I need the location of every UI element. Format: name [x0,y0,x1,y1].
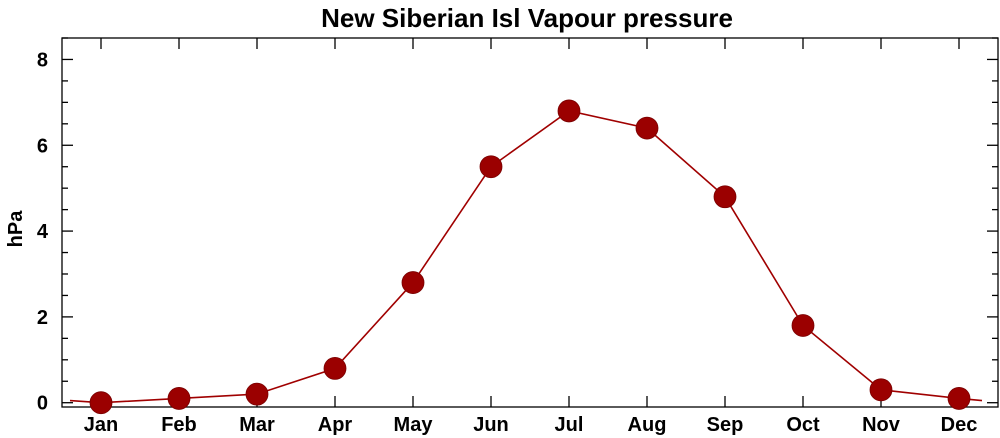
data-series [69,99,983,415]
y-axis-label: hPa [5,210,27,248]
x-tick-label: Mar [239,414,275,436]
x-tick-label: Jun [473,414,509,436]
data-point [635,116,659,140]
data-point [947,387,971,410]
x-tick-label: Dec [941,414,978,436]
data-point [89,391,113,415]
axis-ticks [62,37,998,407]
chart-title: New Siberian Isl Vapour pressure [321,3,733,33]
data-point [557,99,581,123]
x-tick-label: Aug [628,414,667,436]
x-tick-label: May [394,414,434,436]
x-tick-label: Jan [84,414,118,436]
x-tick-label: Sep [707,414,744,436]
x-tick-label: Oct [786,414,820,436]
plot-frame [61,37,999,408]
data-point [245,382,269,406]
y-tick-label: 0 [37,393,48,415]
data-point [479,155,503,179]
data-point [791,314,815,337]
data-point [167,387,191,410]
y-tick-label: 6 [37,135,48,157]
x-tick-label: Feb [161,414,197,436]
tick-labels: 0 2 4 6 8 Jan Feb Mar Apr May Jun Jul Aug Sep Oct Nov De… [37,49,977,436]
series-line [69,110,983,404]
data-point [713,185,737,209]
data-point [401,271,425,294]
y-tick-label: 8 [37,49,48,71]
y-tick-label: 2 [37,307,48,329]
x-tick-label: Apr [318,414,353,436]
data-point [323,356,347,380]
x-tick-label: Nov [862,414,901,436]
x-tick-label: Jul [555,414,584,436]
data-point [869,378,893,402]
y-tick-label: 4 [37,221,49,243]
